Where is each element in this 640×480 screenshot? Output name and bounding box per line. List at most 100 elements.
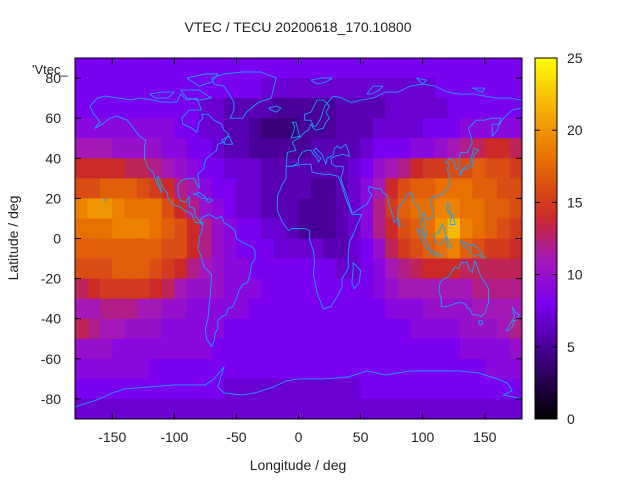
heatmap-cell: [447, 338, 461, 360]
heatmap-cell: [497, 218, 511, 240]
heatmap-cell: [472, 218, 486, 240]
heatmap-cell: [298, 318, 312, 340]
heatmap-cell: [273, 258, 287, 280]
heatmap-cell: [273, 278, 287, 300]
heatmap-cell: [149, 158, 163, 179]
heatmap-cell: [186, 298, 200, 320]
heatmap-cell: [99, 58, 113, 79]
heatmap-cell: [323, 378, 337, 400]
heatmap-cell: [174, 138, 188, 159]
heatmap-cell: [410, 98, 424, 119]
heatmap-cell: [286, 318, 300, 340]
heatmap-cell: [310, 118, 324, 139]
heatmap-cell: [199, 398, 213, 419]
coastline: [192, 191, 208, 199]
heatmap-cell: [261, 158, 275, 179]
heatmap-cell: [360, 378, 374, 400]
heatmap-cell: [509, 258, 522, 280]
heatmap-cell: [137, 398, 151, 419]
heatmap-cell: [310, 338, 324, 360]
heatmap-cell: [124, 138, 138, 159]
heatmap-cell: [273, 158, 287, 179]
coastline: [268, 105, 282, 113]
heatmap-cell: [124, 158, 138, 179]
heatmap-cell: [323, 198, 337, 220]
heatmap-cell: [385, 218, 399, 240]
heatmap-cell: [348, 398, 362, 419]
heatmap-cell: [186, 218, 200, 240]
heatmap-cell: [137, 358, 151, 380]
heatmap-cell: [248, 378, 262, 400]
heatmap-cell: [422, 398, 436, 419]
heatmap-cell: [149, 298, 163, 320]
heatmap-cell: [348, 238, 362, 260]
heatmap-cell: [75, 158, 89, 179]
heatmap-cell: [410, 358, 424, 380]
heatmap-cell: [137, 338, 151, 360]
heatmap-cell: [273, 398, 287, 419]
heatmap-cell: [273, 138, 287, 159]
heatmap-cell: [286, 338, 300, 360]
heatmap-cell: [497, 258, 511, 280]
heatmap-cell: [360, 238, 374, 260]
heatmap-cell: [149, 238, 163, 260]
heatmap-cell: [137, 58, 151, 79]
heatmap-cell: [224, 278, 238, 300]
heatmap-cell: [261, 138, 275, 159]
heatmap-cell: [273, 318, 287, 340]
heatmap-cell: [447, 58, 461, 79]
heatmap-cell: [497, 158, 511, 179]
heatmap-cell: [484, 338, 498, 360]
heatmap-cell: [112, 278, 126, 300]
y-tick-label: -20: [41, 271, 61, 287]
heatmap-cell: [497, 118, 511, 139]
heatmap-cell: [373, 358, 387, 380]
heatmap-cell: [75, 218, 89, 240]
heatmap-cell: [373, 98, 387, 119]
heatmap-cell: [124, 338, 138, 360]
heatmap-cell: [472, 358, 486, 380]
heatmap-cell: [484, 98, 498, 119]
heatmap-cell: [360, 298, 374, 320]
coastline: [429, 250, 442, 258]
heatmap-cell: [348, 58, 362, 79]
heatmap-cell: [397, 58, 411, 79]
heatmap-cell: [161, 158, 175, 179]
heatmap-cell: [199, 198, 213, 220]
heatmap-cell: [397, 278, 411, 300]
heatmap-cell: [248, 178, 262, 199]
heatmap-cell: [224, 138, 238, 159]
heatmap-cell: [112, 258, 126, 280]
heatmap-cell: [273, 78, 287, 99]
heatmap-cell: [211, 238, 225, 260]
heatmap-cell: [99, 358, 113, 380]
heatmap-cell: [273, 218, 287, 240]
heatmap-cell: [385, 198, 399, 220]
heatmap-cell: [248, 118, 262, 139]
coastline: [505, 320, 515, 332]
heatmap-cell: [261, 178, 275, 199]
heatmap-cell: [360, 58, 374, 79]
heatmap-cell: [385, 278, 399, 300]
heatmap-cell: [137, 318, 151, 340]
heatmap-cell: [273, 198, 287, 220]
heatmap-cell: [273, 338, 287, 360]
heatmap-cell: [410, 398, 424, 419]
heatmap-cell: [199, 78, 213, 99]
heatmap-cell: [397, 178, 411, 199]
heatmap-cell: [472, 178, 486, 199]
heatmap-cell: [397, 378, 411, 400]
heatmap-cell: [335, 318, 349, 340]
heatmap-cell: [75, 378, 89, 400]
heatmap-cell: [75, 318, 89, 340]
heatmap-cell: [484, 298, 498, 320]
heatmap-cell: [224, 58, 238, 79]
heatmap-cell: [422, 58, 436, 79]
heatmap-cell: [112, 198, 126, 220]
legend-label: 'Vtec_: [32, 62, 68, 77]
heatmap-cell: [174, 278, 188, 300]
y-tick-label: -80: [41, 391, 61, 407]
heatmap-cell: [360, 158, 374, 179]
x-tick-label: 50: [353, 429, 369, 445]
heatmap-cell: [348, 298, 362, 320]
